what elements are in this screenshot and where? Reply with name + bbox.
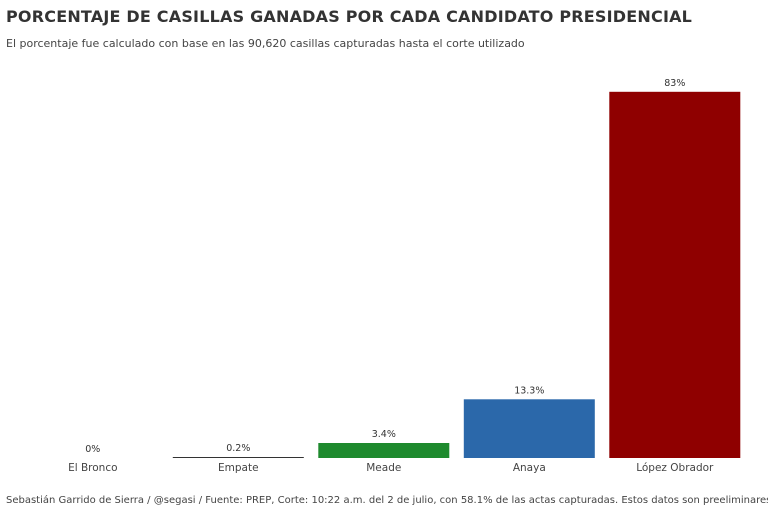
- data-label: 0%: [85, 444, 100, 455]
- bar-anaya: [463, 399, 595, 458]
- bar-empate: [172, 457, 304, 458]
- data-label: 3.4%: [372, 429, 396, 440]
- x-tick-label: Anaya: [513, 462, 546, 474]
- chart-subtitle: El porcentaje fue calculado con base en …: [6, 37, 525, 50]
- chart-caption: Sebastián Garrido de Sierra / @segasi / …: [6, 495, 768, 506]
- x-tick-label: López Obrador: [636, 462, 714, 474]
- x-tick-label: El Bronco: [68, 462, 117, 474]
- bar-l-pez-obrador: [609, 91, 741, 459]
- bar-meade: [318, 443, 450, 458]
- chart-title: PORCENTAJE DE CASILLAS GANADAS POR CADA …: [6, 7, 693, 26]
- data-label: 13.3%: [514, 385, 544, 396]
- data-label: 0.2%: [226, 443, 250, 454]
- x-tick-label: Meade: [366, 462, 401, 474]
- x-tick-label: Empate: [218, 462, 259, 474]
- data-label: 83%: [664, 78, 685, 89]
